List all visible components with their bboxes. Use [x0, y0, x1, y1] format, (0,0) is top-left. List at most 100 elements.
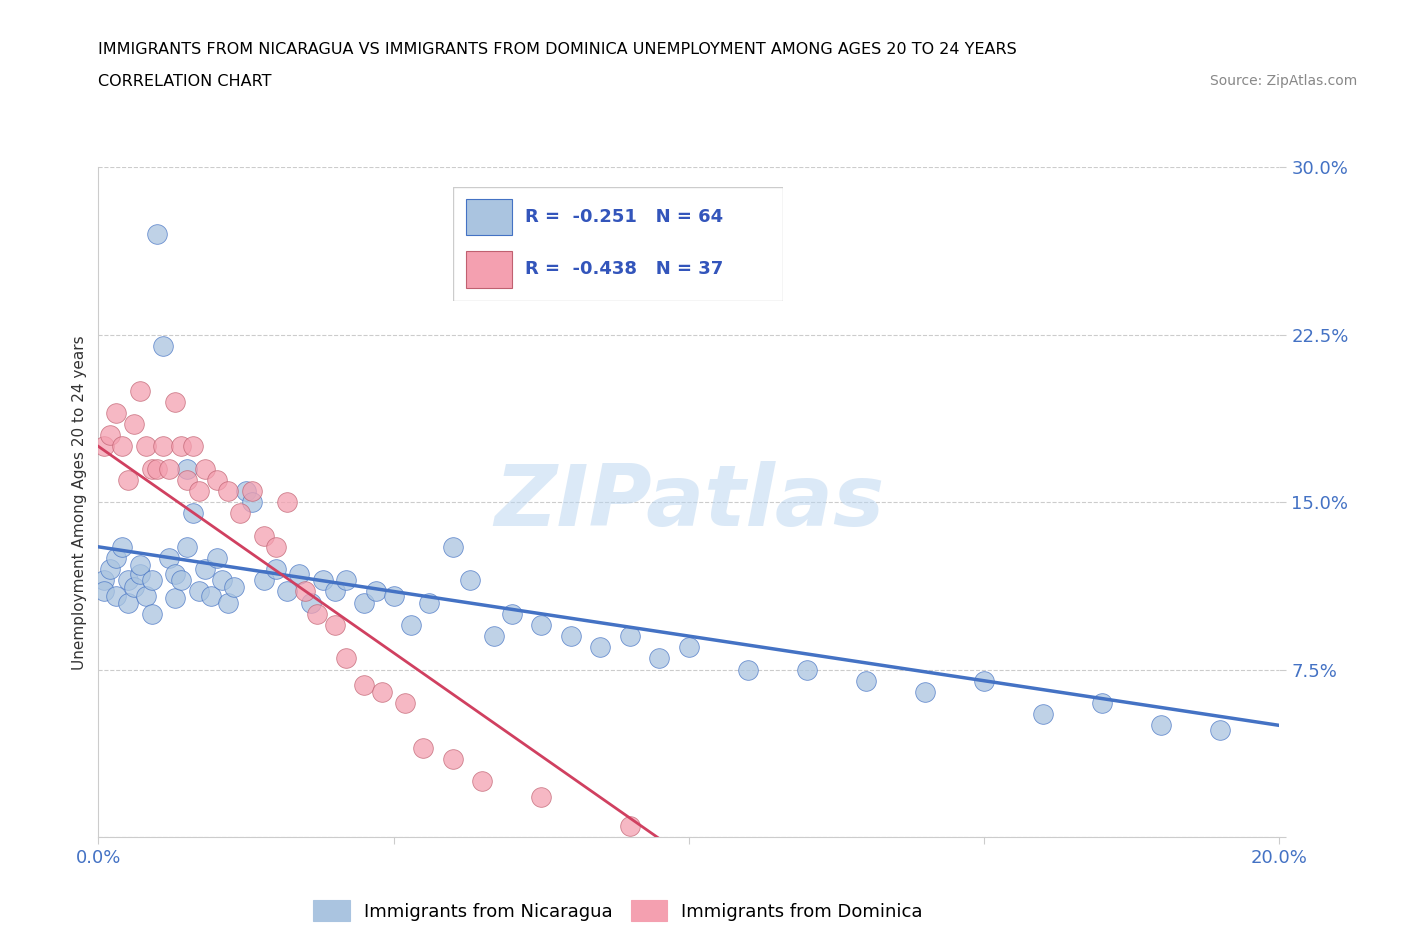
Text: IMMIGRANTS FROM NICARAGUA VS IMMIGRANTS FROM DOMINICA UNEMPLOYMENT AMONG AGES 20: IMMIGRANTS FROM NICARAGUA VS IMMIGRANTS …	[98, 42, 1017, 57]
Point	[128, 383, 150, 398]
Point	[589, 640, 612, 655]
Point	[678, 640, 700, 655]
Point	[401, 618, 423, 632]
Point	[211, 573, 233, 588]
Point	[217, 595, 239, 610]
Point	[157, 551, 180, 565]
Point	[122, 579, 145, 594]
Point	[382, 589, 405, 604]
Point	[364, 584, 387, 599]
Point	[240, 484, 263, 498]
Point	[98, 562, 121, 577]
Point	[117, 595, 139, 610]
Point	[460, 573, 482, 588]
Point	[157, 461, 180, 476]
Point	[152, 439, 174, 454]
Point	[264, 539, 287, 554]
Point	[412, 740, 434, 755]
Point	[93, 584, 115, 599]
Point	[200, 589, 222, 604]
Point	[181, 439, 204, 454]
Point	[176, 472, 198, 487]
Point	[176, 539, 198, 554]
Point	[128, 566, 150, 581]
Point	[796, 662, 818, 677]
Point	[619, 818, 641, 833]
Text: Source: ZipAtlas.com: Source: ZipAtlas.com	[1209, 74, 1357, 88]
Point	[187, 484, 209, 498]
Text: CORRELATION CHART: CORRELATION CHART	[98, 74, 271, 89]
Point	[501, 606, 523, 621]
Point	[294, 584, 316, 599]
Point	[441, 539, 464, 554]
Point	[335, 651, 357, 666]
Point	[205, 551, 228, 565]
Point	[181, 506, 204, 521]
Point	[141, 606, 163, 621]
Point	[353, 595, 375, 610]
Point	[170, 573, 193, 588]
Point	[619, 629, 641, 644]
Point	[1091, 696, 1114, 711]
Point	[111, 539, 134, 554]
Y-axis label: Unemployment Among Ages 20 to 24 years: Unemployment Among Ages 20 to 24 years	[72, 335, 87, 670]
Legend: Immigrants from Nicaragua, Immigrants from Dominica: Immigrants from Nicaragua, Immigrants fr…	[307, 893, 929, 928]
Point	[335, 573, 357, 588]
Point	[914, 684, 936, 699]
Point	[560, 629, 582, 644]
Point	[117, 472, 139, 487]
Point	[128, 557, 150, 572]
Point	[165, 394, 187, 409]
Point	[111, 439, 134, 454]
Point	[105, 405, 128, 420]
Point	[194, 562, 217, 577]
Point	[165, 566, 187, 581]
Point	[98, 428, 121, 443]
Point	[93, 439, 115, 454]
Point	[135, 589, 157, 604]
Point	[288, 566, 311, 581]
Point	[235, 484, 257, 498]
Point	[170, 439, 193, 454]
Point	[194, 461, 217, 476]
Point	[855, 673, 877, 688]
Point	[224, 579, 246, 594]
Point	[217, 484, 239, 498]
Point	[737, 662, 759, 677]
Point	[482, 629, 505, 644]
Point	[1032, 707, 1054, 722]
Point	[105, 551, 128, 565]
Point	[1150, 718, 1173, 733]
Point	[323, 618, 346, 632]
Point	[648, 651, 671, 666]
Point	[264, 562, 287, 577]
Point	[205, 472, 228, 487]
Text: ZIPatlas: ZIPatlas	[494, 460, 884, 544]
Point	[117, 573, 139, 588]
Point	[93, 573, 115, 588]
Point	[141, 461, 163, 476]
Point	[141, 573, 163, 588]
Point	[122, 417, 145, 432]
Point	[229, 506, 252, 521]
Point	[276, 584, 298, 599]
Point	[176, 461, 198, 476]
Point	[105, 589, 128, 604]
Point	[471, 774, 494, 789]
Point	[253, 528, 276, 543]
Point	[165, 591, 187, 605]
Point	[187, 584, 209, 599]
Point	[530, 618, 553, 632]
Point	[530, 790, 553, 804]
Point	[973, 673, 995, 688]
Point	[135, 439, 157, 454]
Point	[299, 595, 322, 610]
Point	[394, 696, 416, 711]
Point	[146, 461, 169, 476]
Point	[312, 573, 335, 588]
Point	[353, 678, 375, 693]
Point	[146, 227, 169, 242]
Point	[323, 584, 346, 599]
Point	[253, 573, 276, 588]
Point	[441, 751, 464, 766]
